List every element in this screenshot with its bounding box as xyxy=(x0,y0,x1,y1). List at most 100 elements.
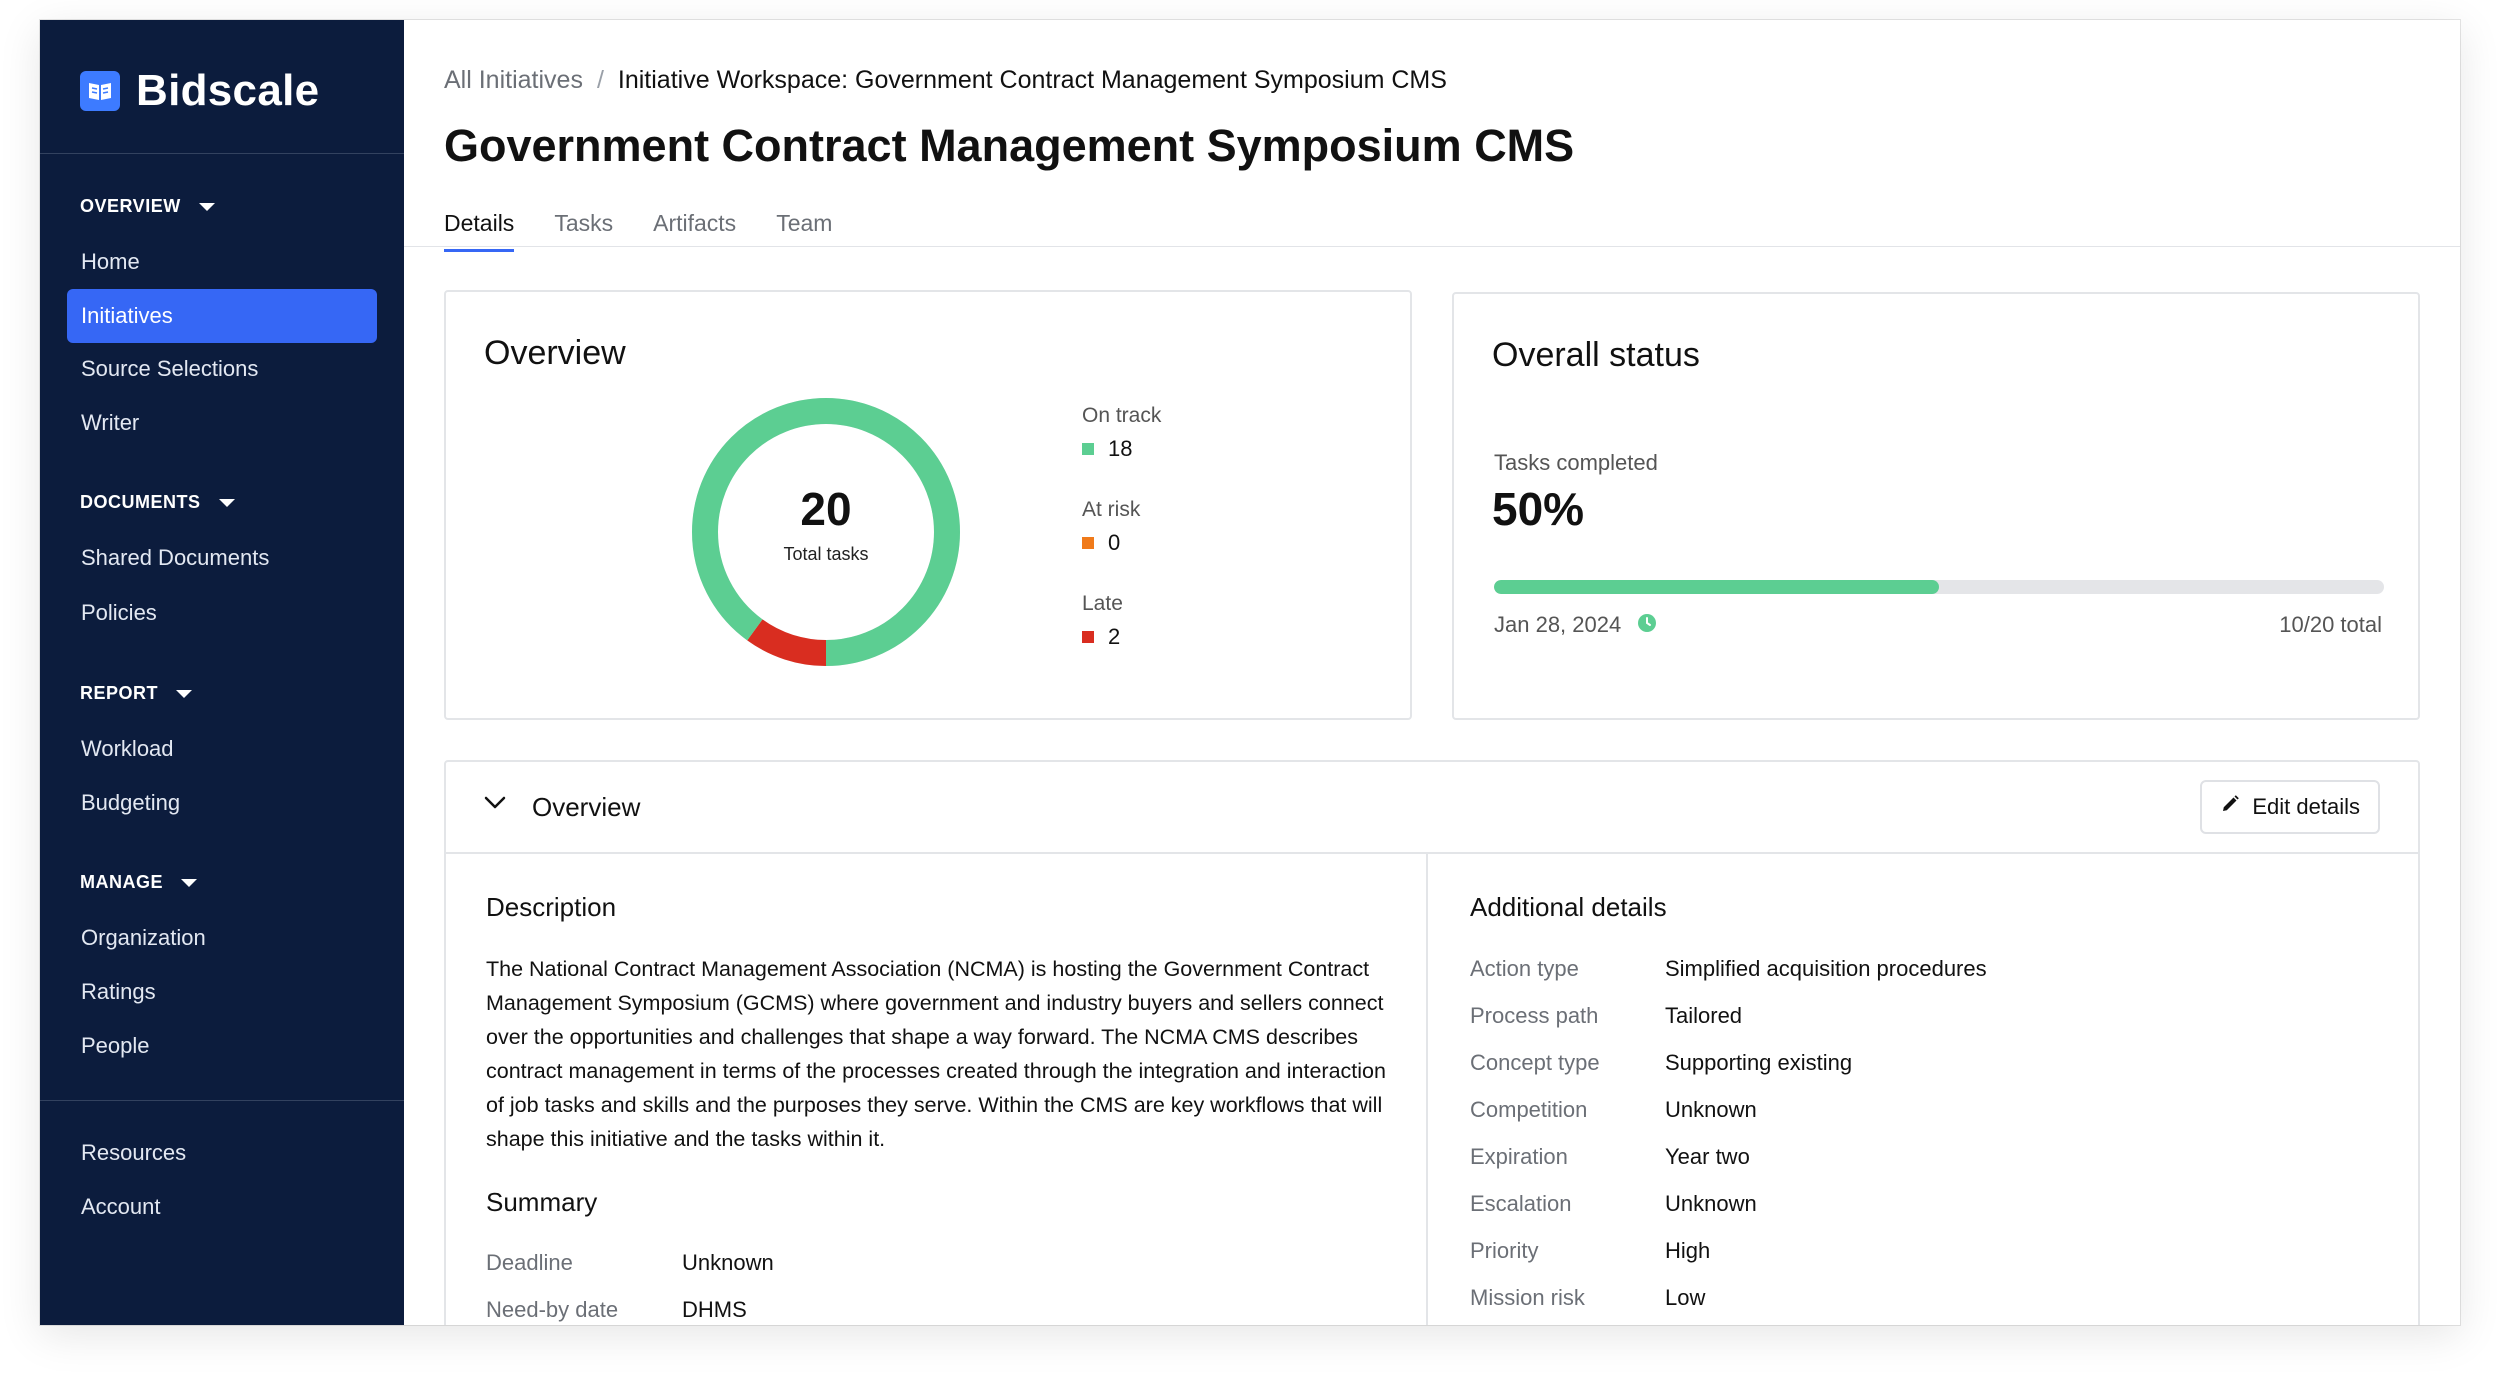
detail-label-concept-type: Concept type xyxy=(1470,1050,1600,1075)
sidebar-item-account[interactable]: Account xyxy=(81,1194,161,1219)
legend-swatch-late xyxy=(1082,631,1094,643)
details-card: Overview Edit details Description The Na… xyxy=(444,760,2420,1325)
brand-name: Bidscale xyxy=(136,66,320,115)
tab-tasks[interactable]: Tasks xyxy=(554,210,614,236)
section-report-label: REPORT xyxy=(80,683,159,703)
overall-status-card: Overall status Tasks completed 50% Jan 2… xyxy=(1452,292,2420,720)
section-overview-label: OVERVIEW xyxy=(80,196,181,216)
section-manage[interactable]: MANAGE xyxy=(80,872,197,893)
breadcrumb: All Initiatives / Initiative Workspace: … xyxy=(444,66,1447,95)
edit-details-button[interactable]: Edit details xyxy=(2200,780,2380,834)
caret-down-icon xyxy=(198,202,215,211)
legend-swatch-on-track xyxy=(1082,443,1094,455)
status-date-row: Jan 28, 2024 xyxy=(1494,612,1657,638)
detail-label-escalation: Escalation xyxy=(1470,1191,1572,1216)
legend-at-risk: At risk 0 xyxy=(1082,498,1140,556)
tab-details[interactable]: Details xyxy=(444,210,515,252)
sidebar-item-ratings[interactable]: Ratings xyxy=(81,979,156,1004)
summary-label-need-by-date: Need-by date xyxy=(486,1297,619,1322)
detail-label-priority: Priority xyxy=(1470,1238,1539,1263)
overview-card: Overview 20 Total tasks On track 18 At r… xyxy=(444,290,1412,720)
breadcrumb-current: Initiative Workspace: Government Contrac… xyxy=(617,66,1447,94)
section-documents[interactable]: DOCUMENTS xyxy=(80,492,235,513)
detail-value-action-type: Simplified acquisition procedures xyxy=(1665,956,1987,981)
legend-on-track: On track 18 xyxy=(1082,404,1161,462)
section-report[interactable]: REPORT xyxy=(80,683,193,704)
detail-value-expiration: Year two xyxy=(1665,1144,1750,1169)
book-logo-icon xyxy=(80,71,120,111)
detail-label-action-type: Action type xyxy=(1470,956,1579,981)
sidebar-item-shared-documents[interactable]: Shared Documents xyxy=(81,545,270,570)
tasks-completed-value: 50% xyxy=(1492,483,1585,535)
legend-late: Late 2 xyxy=(1082,592,1123,650)
description-title: Description xyxy=(486,892,617,922)
tab-bar: Details Tasks Artifacts Team xyxy=(444,210,832,252)
detail-label-process-path: Process path xyxy=(1470,1003,1599,1028)
legend-label: On track xyxy=(1082,404,1162,427)
legend-value: 18 xyxy=(1108,436,1133,461)
sidebar: Bidscale OVERVIEW Home Initiatives Sourc… xyxy=(40,20,404,1325)
section-manage-label: MANAGE xyxy=(80,872,163,892)
section-overview[interactable]: OVERVIEW xyxy=(80,196,215,217)
breadcrumb-separator: / xyxy=(596,66,604,94)
sidebar-item-resources[interactable]: Resources xyxy=(81,1140,187,1165)
caret-down-icon xyxy=(218,498,235,507)
sidebar-divider xyxy=(40,1100,404,1101)
details-section-title[interactable]: Overview xyxy=(532,792,641,822)
clock-icon xyxy=(1637,613,1657,638)
detail-value-escalation: Unknown xyxy=(1665,1191,1757,1216)
sidebar-item-workload[interactable]: Workload xyxy=(81,736,174,761)
task-donut-chart: 20 Total tasks xyxy=(686,392,966,672)
legend-swatch-at-risk xyxy=(1082,537,1094,549)
detail-value-mission-risk: Low xyxy=(1665,1285,1706,1310)
legend-value: 2 xyxy=(1108,624,1121,649)
tab-artifacts[interactable]: Artifacts xyxy=(653,210,737,236)
total-tasks-label: Total tasks xyxy=(783,544,869,564)
sidebar-item-source-selections[interactable]: Source Selections xyxy=(81,356,259,381)
overall-status-title: Overall status xyxy=(1492,336,1700,374)
sidebar-item-organization[interactable]: Organization xyxy=(81,925,206,950)
main-content: All Initiatives / Initiative Workspace: … xyxy=(404,20,2460,1325)
detail-value-priority: High xyxy=(1665,1238,1711,1263)
legend-label: Late xyxy=(1082,592,1123,615)
donut-segment-on-track xyxy=(692,398,960,666)
summary-value-need-by-date: DHMS xyxy=(682,1297,747,1322)
sidebar-item-initiatives[interactable]: Initiatives xyxy=(67,289,377,343)
tab-team[interactable]: Team xyxy=(776,210,833,236)
section-documents-label: DOCUMENTS xyxy=(80,492,201,512)
description-text: The National Contract Management Associa… xyxy=(486,957,1386,1151)
details-header: Overview Edit details xyxy=(446,762,2418,854)
detail-label-competition: Competition xyxy=(1470,1097,1588,1122)
status-date: Jan 28, 2024 xyxy=(1494,612,1622,637)
status-total: 10/20 total xyxy=(2279,612,2382,637)
sidebar-item-people[interactable]: People xyxy=(81,1033,150,1058)
legend-value: 0 xyxy=(1108,530,1121,555)
legend-label: At risk xyxy=(1082,498,1141,521)
sidebar-item-home[interactable]: Home xyxy=(81,249,140,274)
tasks-completed-label: Tasks completed xyxy=(1494,450,1658,475)
detail-value-concept-type: Supporting existing xyxy=(1665,1050,1853,1075)
sidebar-item-policies[interactable]: Policies xyxy=(81,600,157,625)
donut-svg xyxy=(692,398,960,666)
details-column-divider xyxy=(1426,854,1428,1325)
sidebar-item-writer[interactable]: Writer xyxy=(81,410,140,435)
summary-label-deadline: Deadline xyxy=(486,1250,573,1275)
breadcrumb-parent-link[interactable]: All Initiatives xyxy=(444,66,583,94)
additional-details-title: Additional details xyxy=(1470,892,1667,922)
sidebar-divider xyxy=(40,153,404,154)
total-tasks-value: 20 xyxy=(800,483,852,535)
overview-card-title: Overview xyxy=(484,334,626,372)
app-window: Bidscale OVERVIEW Home Initiatives Sourc… xyxy=(40,20,2460,1325)
chevron-down-icon[interactable] xyxy=(484,796,506,815)
caret-down-icon xyxy=(176,689,193,698)
edit-details-label: Edit details xyxy=(2252,794,2360,819)
progress-fill xyxy=(1494,580,1939,594)
sidebar-item-budgeting[interactable]: Budgeting xyxy=(81,790,181,815)
detail-value-process-path: Tailored xyxy=(1665,1003,1743,1028)
summary-title: Summary xyxy=(486,1187,598,1217)
progress-bar xyxy=(1494,580,2384,594)
detail-label-mission-risk: Mission risk xyxy=(1470,1285,1585,1310)
tabs-divider xyxy=(404,246,2460,247)
detail-value-competition: Unknown xyxy=(1665,1097,1757,1122)
brand[interactable]: Bidscale xyxy=(80,66,319,116)
